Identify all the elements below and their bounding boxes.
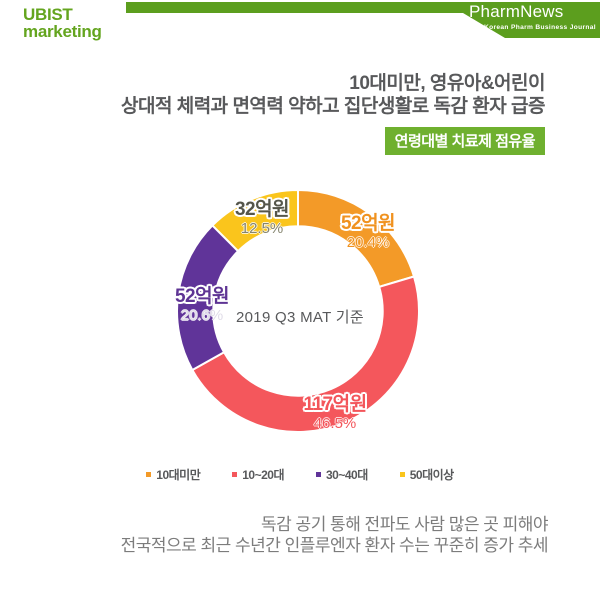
footer-line-1: 독감 공기 통해 전파도 사람 많은 곳 피해야 bbox=[261, 515, 548, 534]
legend-swatch bbox=[399, 472, 405, 477]
footer-note: 독감 공기 통해 전파도 사람 많은 곳 피해야 전국적으로 최근 수년간 인플… bbox=[120, 514, 549, 556]
logo-line-1: UBIST bbox=[23, 5, 73, 24]
donut-segment-3 bbox=[211, 189, 299, 253]
slice-value: 117억원 bbox=[303, 394, 367, 415]
pharmnews-title: PharmNews bbox=[469, 2, 564, 21]
donut-chart bbox=[176, 189, 420, 433]
legend-label: 10~20대 bbox=[242, 468, 284, 482]
slice-percent: 20.6% bbox=[180, 307, 224, 324]
legend-swatch bbox=[146, 472, 152, 477]
chart-center-caption: 2019 Q3 MAT 기준 bbox=[236, 309, 364, 326]
pharmnews-subtitle: The Korean Pharm Business Journal bbox=[469, 24, 596, 31]
slice-label-under10: 52억원 20.4% bbox=[340, 213, 396, 251]
slice-label-over50: 32억원 12.5% bbox=[234, 199, 290, 237]
donut-segment-1 bbox=[191, 275, 420, 433]
slice-label-30-40: 52억원 20.6% bbox=[174, 286, 230, 324]
logo-line-2: marketing bbox=[23, 22, 102, 41]
legend-item-1: 10~20대 bbox=[232, 466, 284, 483]
slice-value: 52억원 bbox=[174, 286, 230, 307]
slice-value: 32억원 bbox=[234, 199, 290, 220]
headline: 10대미만, 영유아&어린이 상대적 체력과 면역력 약하고 집단생활로 독감 … bbox=[121, 72, 546, 118]
legend-swatch bbox=[232, 472, 238, 477]
legend-label: 30~40대 bbox=[326, 468, 368, 482]
pharmnews-banner-text: PharmNews The Korean Pharm Business Jour… bbox=[469, 2, 596, 32]
slice-percent: 12.5% bbox=[240, 220, 284, 237]
legend-label: 50대이상 bbox=[409, 468, 454, 482]
legend-item-2: 30~40대 bbox=[316, 466, 368, 483]
slice-label-10-20: 117억원 46.5% bbox=[303, 394, 367, 432]
ubist-marketing-logo: UBIST marketing bbox=[23, 6, 102, 40]
slice-value: 52억원 bbox=[340, 213, 396, 234]
headline-line-2: 상대적 체력과 면역력 약하고 집단생활로 독감 환자 급증 bbox=[121, 96, 546, 117]
chart-title-badge: 연령대별 치료제 점유율 bbox=[384, 127, 545, 155]
legend-item-0: 10대미만 bbox=[146, 466, 201, 483]
headline-line-1: 10대미만, 영유아&어린이 bbox=[349, 73, 545, 94]
pharmnews-banner: PharmNews The Korean Pharm Business Jour… bbox=[126, 2, 600, 38]
legend-swatch bbox=[316, 472, 321, 477]
legend-label: 10대미만 bbox=[156, 468, 201, 482]
slice-percent: 46.5% bbox=[313, 415, 357, 432]
slice-percent: 20.4% bbox=[346, 234, 390, 251]
footer-line-2: 전국적으로 최근 수년간 인플루엔자 환자 수는 꾸준히 증가 추세 bbox=[120, 536, 549, 555]
chart-legend: 10대미만 10~20대 30~40대 50대이상 bbox=[0, 466, 600, 483]
legend-item-3: 50대이상 bbox=[399, 466, 454, 483]
